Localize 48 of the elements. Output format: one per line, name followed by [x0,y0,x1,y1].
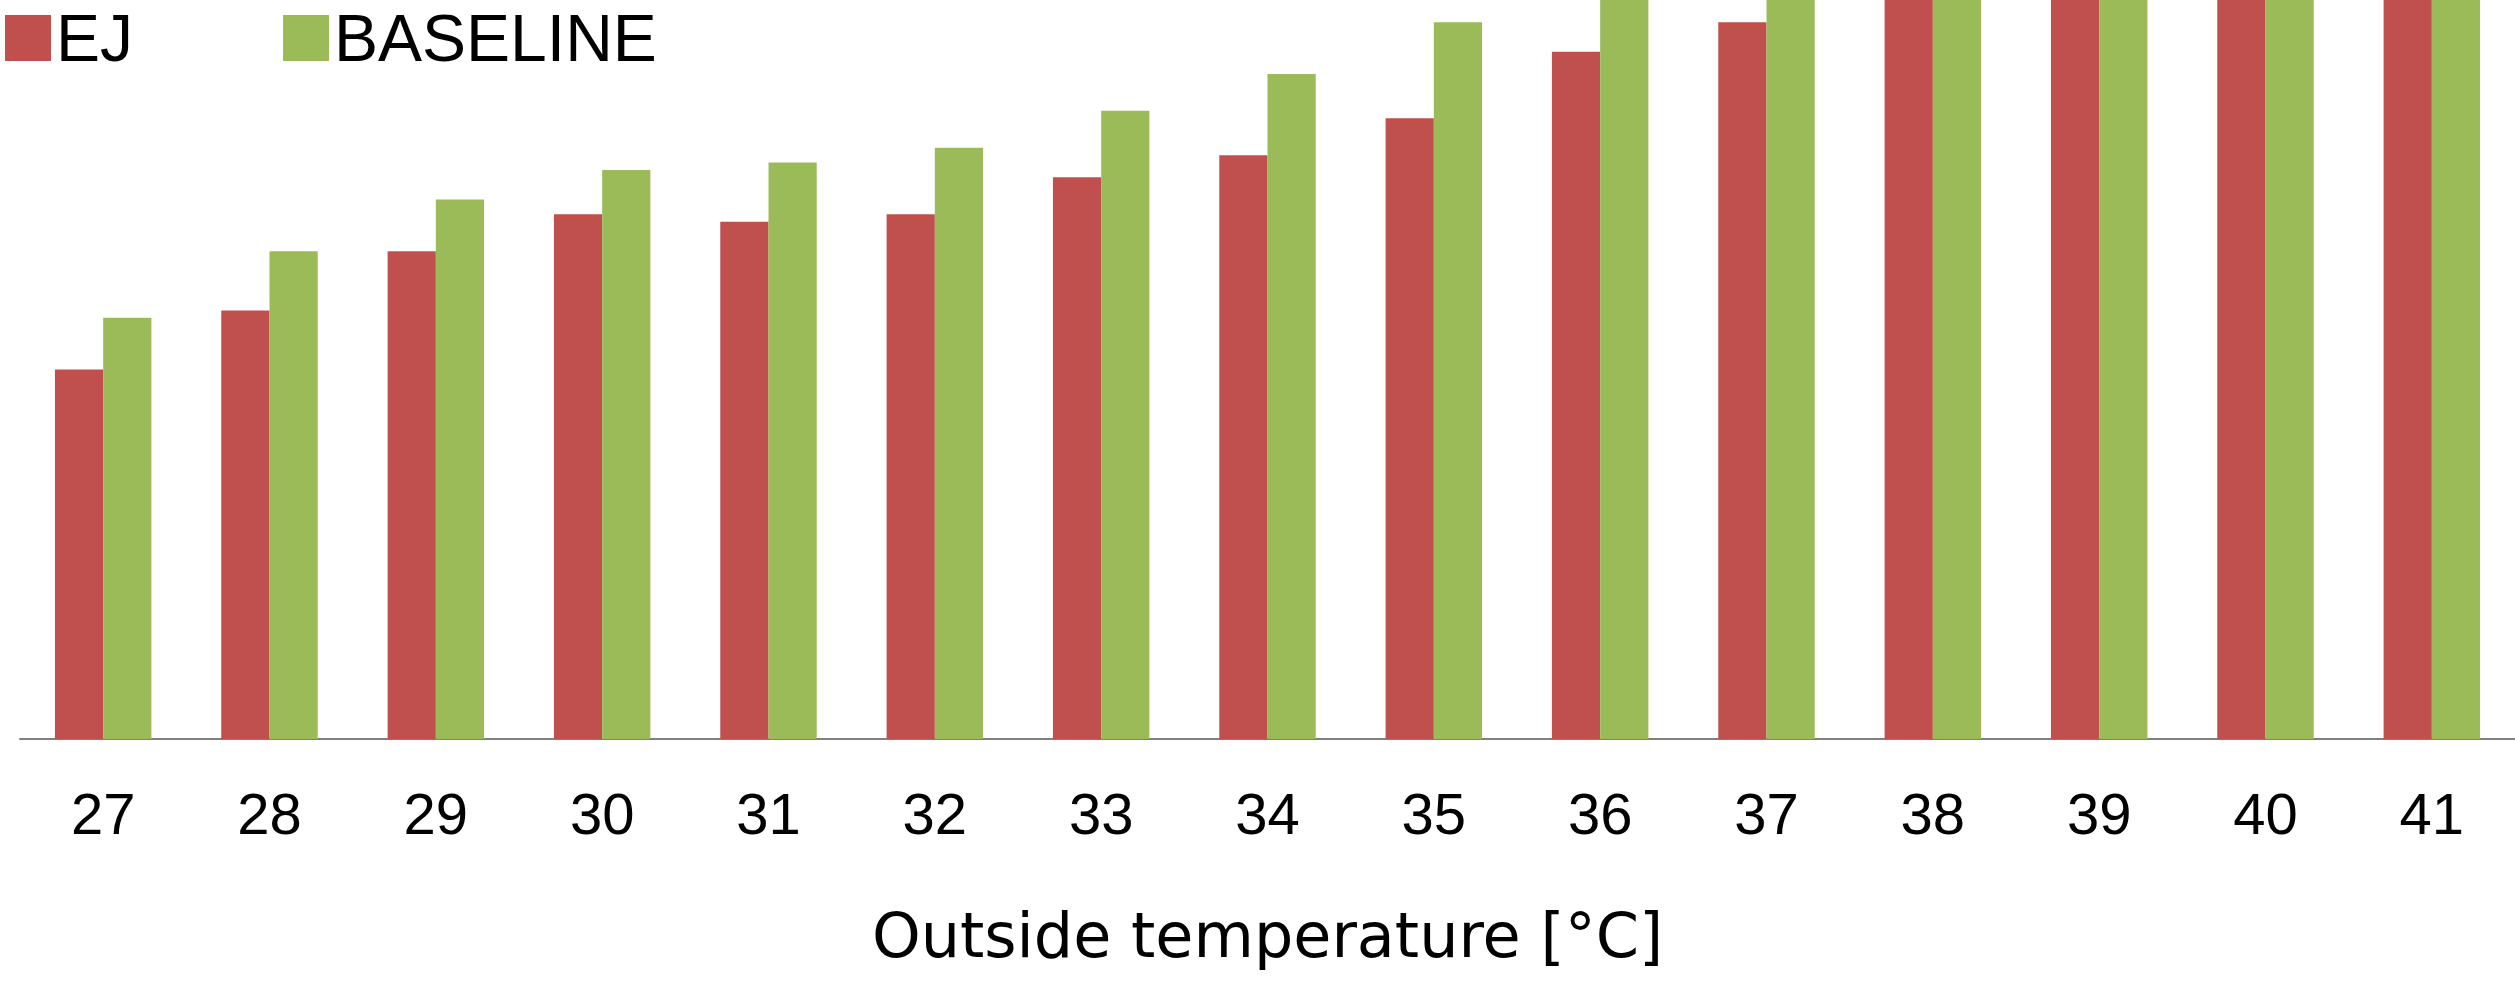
bar [2383,0,2432,739]
legend-label: BASELINE [334,1,657,75]
bar [1052,177,1102,739]
bar [553,214,603,739]
x-tick-label: 37 [1734,780,1799,846]
bar [387,251,436,739]
x-tick-label: 39 [2066,780,2132,846]
bar [1267,73,1316,739]
bar [934,147,984,739]
bar [2217,0,2266,739]
bar [54,369,104,739]
bar [886,214,935,739]
bar [1766,0,1815,739]
x-tick-label: 41 [2399,780,2465,846]
x-tick-label: 27 [70,780,136,846]
bar [2431,0,2481,739]
bar [2265,0,2314,739]
x-tick-label: 34 [1235,780,1300,846]
bar [1219,155,1268,739]
bar [1718,22,1767,739]
bar [435,199,485,739]
bar [768,162,817,739]
bar [1385,118,1434,739]
x-axis-title: Outside temperature [°C] [871,898,1664,972]
x-tick-label: 33 [1068,780,1134,846]
bar [1433,22,1483,739]
x-tick-label: 35 [1401,780,1467,846]
bar [269,251,318,739]
x-tick-label: 32 [902,780,968,846]
x-tick-label: 30 [569,780,635,846]
bar [103,317,152,739]
bar [221,310,270,739]
bar [1884,0,1933,739]
legend-label: EJ [56,1,134,75]
x-tick-label: 38 [1900,780,1966,846]
x-tick-label: 29 [403,780,469,846]
bar [1600,0,1649,739]
x-tick-label: 36 [1567,780,1633,846]
x-tick-label: 28 [237,780,302,846]
bar [720,221,769,739]
bar [1551,51,1601,739]
bar [1101,110,1150,739]
bar [1932,0,1982,739]
x-tick-label: 40 [2233,780,2298,846]
bar [2050,0,2100,739]
x-tick-label: 31 [736,780,801,846]
bar [2099,0,2148,739]
bar [602,169,651,739]
